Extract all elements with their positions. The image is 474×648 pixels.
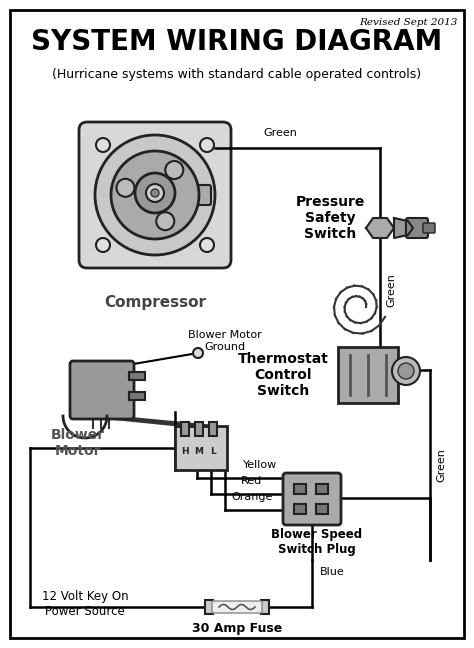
FancyBboxPatch shape xyxy=(175,426,227,470)
Circle shape xyxy=(151,189,159,197)
FancyBboxPatch shape xyxy=(205,600,213,614)
Text: (Hurricane systems with standard cable operated controls): (Hurricane systems with standard cable o… xyxy=(53,68,421,81)
FancyBboxPatch shape xyxy=(193,185,211,205)
Text: L: L xyxy=(210,448,216,456)
FancyBboxPatch shape xyxy=(283,473,341,525)
Polygon shape xyxy=(394,218,413,238)
Text: Blower Speed
Switch Plug: Blower Speed Switch Plug xyxy=(272,528,363,556)
FancyBboxPatch shape xyxy=(212,601,262,613)
Text: Compressor: Compressor xyxy=(104,295,206,310)
FancyBboxPatch shape xyxy=(406,218,428,238)
FancyBboxPatch shape xyxy=(338,347,398,403)
FancyBboxPatch shape xyxy=(70,361,134,419)
Text: Blower Motor
Ground: Blower Motor Ground xyxy=(188,330,262,352)
Text: Green: Green xyxy=(263,128,297,138)
FancyBboxPatch shape xyxy=(294,504,306,514)
Text: Red: Red xyxy=(241,476,263,486)
Text: Orange: Orange xyxy=(231,492,273,502)
Circle shape xyxy=(193,348,203,358)
FancyBboxPatch shape xyxy=(316,504,328,514)
Text: Green: Green xyxy=(386,273,396,307)
Text: Revised Sept 2013: Revised Sept 2013 xyxy=(360,18,458,27)
FancyBboxPatch shape xyxy=(316,484,328,494)
Text: Pressure
Safety
Switch: Pressure Safety Switch xyxy=(295,195,365,242)
FancyBboxPatch shape xyxy=(423,223,435,233)
Circle shape xyxy=(200,138,214,152)
FancyBboxPatch shape xyxy=(129,372,145,380)
FancyBboxPatch shape xyxy=(79,122,231,268)
Text: 30 Amp Fuse: 30 Amp Fuse xyxy=(192,622,282,635)
Circle shape xyxy=(96,238,110,252)
Circle shape xyxy=(165,161,183,179)
Polygon shape xyxy=(366,218,394,238)
Text: Yellow: Yellow xyxy=(243,460,277,470)
Text: Thermostat
Control
Switch: Thermostat Control Switch xyxy=(237,352,328,399)
Circle shape xyxy=(111,151,199,239)
FancyBboxPatch shape xyxy=(195,422,203,436)
Circle shape xyxy=(146,184,164,202)
Circle shape xyxy=(96,138,110,152)
FancyBboxPatch shape xyxy=(261,600,269,614)
Circle shape xyxy=(117,179,135,197)
Text: Blue: Blue xyxy=(320,567,345,577)
Text: Green: Green xyxy=(436,448,446,482)
Text: H: H xyxy=(181,448,189,456)
Text: 12 Volt Key On
Power Source: 12 Volt Key On Power Source xyxy=(42,590,128,618)
Text: M: M xyxy=(194,448,203,456)
Circle shape xyxy=(392,357,420,385)
Text: Blower
Motor: Blower Motor xyxy=(51,428,105,458)
Circle shape xyxy=(95,135,215,255)
FancyBboxPatch shape xyxy=(129,392,145,400)
Circle shape xyxy=(156,212,174,230)
FancyBboxPatch shape xyxy=(294,484,306,494)
Circle shape xyxy=(200,238,214,252)
Circle shape xyxy=(398,363,414,379)
FancyBboxPatch shape xyxy=(209,422,217,436)
Text: SYSTEM WIRING DIAGRAM: SYSTEM WIRING DIAGRAM xyxy=(31,28,443,56)
FancyBboxPatch shape xyxy=(181,422,189,436)
Circle shape xyxy=(135,173,175,213)
